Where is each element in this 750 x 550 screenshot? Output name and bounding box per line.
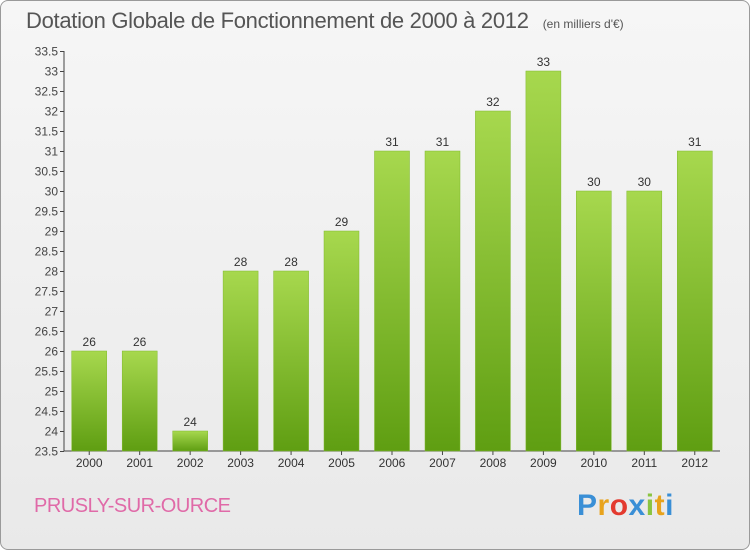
chart-title-text: Dotation Globale de Fonctionnement de 20… [26,8,529,33]
bar-2001 [121,350,158,452]
bar-2006 [374,150,410,452]
commune-name: PRUSLY-SUR-OURCE [34,495,231,517]
y-tick-label: 33.5 [35,45,59,59]
x-tick-label-2012: 2012 [681,456,708,470]
x-tick-label-2004: 2004 [278,456,305,470]
y-tick-label: 25.5 [35,365,59,379]
y-tick-label: 31 [45,145,59,159]
x-tick-label-2001: 2001 [126,456,153,470]
chart-title: Dotation Globale de Fonctionnement de 20… [26,8,624,34]
bar-value-label-2000: 26 [83,335,97,349]
bar-2005 [323,230,360,452]
x-tick-label-2011: 2011 [631,456,657,470]
y-tick-label: 24 [45,425,59,439]
bar-2007 [424,150,461,452]
bar-value-label-2011: 30 [638,175,652,189]
y-tick-label: 26 [45,345,59,359]
y-tick-label: 31.5 [35,125,59,139]
chart-labels: 2000 26 2001 26 2002 24 2003 28 2004 28 2005 29 2006… [76,55,709,470]
y-tick-label: 28 [45,265,59,279]
brand-letter: P [577,489,598,522]
bar-value-label-2008: 32 [486,95,500,109]
bar-value-label-2002: 24 [183,415,197,429]
bar-2000 [71,350,107,452]
bar-value-label-2005: 29 [335,215,349,229]
y-tick-label: 30.5 [35,165,59,179]
x-tick-label-2010: 2010 [580,456,607,470]
chart-bars [71,70,713,452]
x-tick-label-2007: 2007 [429,456,456,470]
y-tick-label: 29 [45,225,59,239]
chart-axes: 23.5 24 24.5 25 25.5 26 26.5 27 27.5 28 28.5 29 29.5… [35,45,720,459]
y-tick-label: 24.5 [35,405,59,419]
y-tick-label: 28.5 [35,245,59,259]
brand-letter: x [628,489,646,522]
brand-letter: i [645,489,655,522]
bar-2009 [525,70,562,452]
x-tick-label-2000: 2000 [76,456,103,470]
bar-2008 [475,110,511,452]
x-tick-label-2005: 2005 [328,456,355,470]
x-tick-label-2006: 2006 [379,456,406,470]
bar-value-label-2009: 33 [537,55,551,69]
chart-subtitle: (en milliers d'€) [542,17,624,31]
y-tick-label: 25 [45,385,59,399]
bar-value-label-2007: 31 [436,135,450,149]
y-tick-label: 23.5 [35,445,59,459]
x-tick-label-2009: 2009 [530,456,557,470]
brand-letter: t [654,489,666,522]
bar-value-label-2004: 28 [284,255,298,269]
bar-value-label-2006: 31 [385,135,399,149]
y-tick-label: 32 [45,105,59,119]
bar-value-label-2001: 26 [133,335,147,349]
bar-value-label-2003: 28 [234,255,248,269]
y-tick-label: 27.5 [35,285,59,299]
bar-2011 [626,190,663,452]
bar-2002 [172,430,208,452]
bar-2010 [576,190,612,452]
y-tick-label: 26.5 [35,325,59,339]
y-tick-label: 27 [45,305,59,319]
bar-2003 [222,270,259,452]
y-tick-label: 33 [45,65,59,79]
y-tick-label: 32.5 [35,85,59,99]
x-tick-label-2002: 2002 [177,456,204,470]
bar-2004 [273,270,309,452]
brand-letter: r [597,489,610,522]
x-tick-label-2008: 2008 [480,456,507,470]
y-tick-label: 29.5 [35,205,59,219]
bar-2012 [677,150,713,452]
y-tick-label: 30 [45,185,59,199]
brand-logo: Proxiti [577,489,674,523]
bar-value-label-2012: 31 [688,135,702,149]
brand-letter: o [609,489,629,522]
brand-letter: i [665,489,674,522]
bar-value-label-2010: 30 [587,175,601,189]
x-tick-label-2003: 2003 [227,456,254,470]
